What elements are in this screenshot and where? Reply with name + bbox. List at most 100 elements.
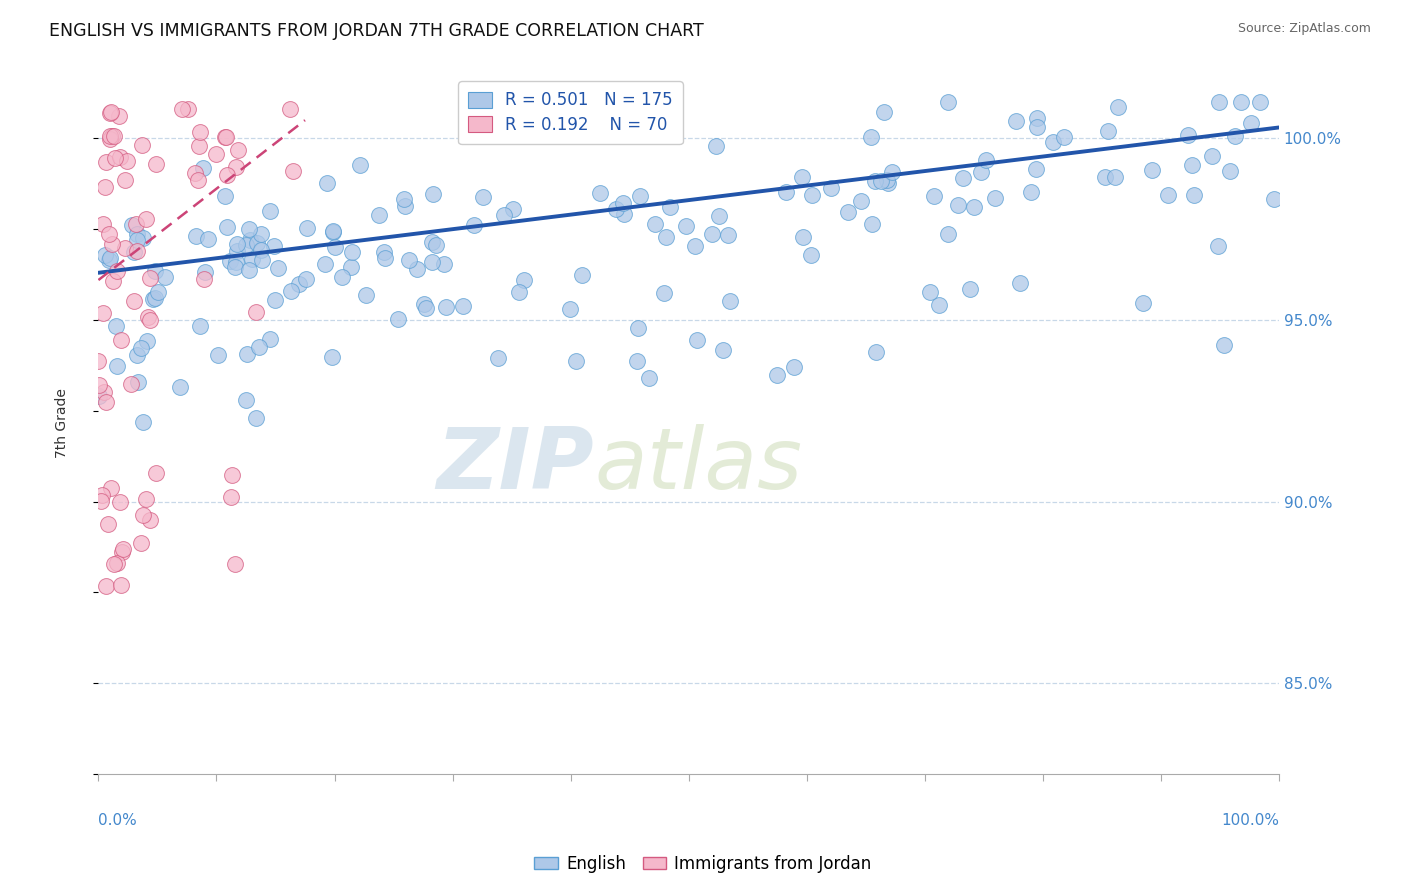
Point (928, 298, 950, 312)
Point (659, 200, 682, 214)
Point (183, 166, 205, 180)
Point (1208, 239, 1230, 253)
Point (266, 261, 288, 276)
Legend: English, Immigrants from Jordan: English, Immigrants from Jordan (527, 848, 879, 880)
Point (865, 344, 887, 359)
Point (263, 238, 285, 252)
Point (238, 222, 260, 236)
Point (882, 165, 904, 179)
Point (245, 304, 267, 318)
Point (1094, 170, 1116, 185)
Point (420, 255, 443, 269)
Point (125, 233, 148, 247)
Point (197, 232, 219, 246)
Point (145, 156, 167, 170)
Point (215, 168, 238, 182)
Point (560, 301, 582, 316)
Point (91, 306, 114, 320)
Point (105, 359, 128, 374)
Point (339, 260, 361, 275)
Point (686, 333, 709, 347)
Point (314, 257, 336, 271)
Point (1025, 120, 1047, 134)
Point (110, 333, 132, 347)
Point (340, 245, 363, 260)
Point (1053, 130, 1076, 145)
Point (143, 291, 166, 305)
Text: Source: ZipAtlas.com: Source: ZipAtlas.com (1237, 22, 1371, 36)
Point (325, 240, 347, 254)
Point (775, 186, 797, 200)
Point (205, 147, 228, 161)
Point (214, 130, 236, 145)
Point (114, 241, 136, 255)
Point (295, 220, 318, 235)
Point (872, 104, 894, 119)
Point (800, 247, 823, 261)
Point (103, 274, 125, 288)
Point (718, 293, 741, 308)
Point (135, 211, 157, 226)
Point (87, 377, 110, 392)
Point (974, 153, 997, 167)
Text: 0.0%: 0.0% (98, 813, 138, 828)
Point (142, 292, 165, 306)
Point (512, 272, 534, 286)
Point (707, 210, 730, 224)
Point (936, 227, 959, 241)
Point (387, 312, 409, 326)
Point (207, 348, 229, 362)
Point (1010, 277, 1032, 291)
Point (472, 190, 495, 204)
Point (938, 95, 960, 109)
Point (100, 105, 122, 120)
Point (131, 231, 153, 245)
Point (121, 377, 143, 392)
Point (920, 285, 942, 300)
Point (259, 203, 281, 218)
Point (105, 556, 128, 570)
Point (228, 143, 250, 157)
Point (131, 415, 153, 429)
Point (354, 288, 377, 302)
Point (238, 263, 260, 277)
Point (94, 395, 117, 409)
Point (90, 488, 112, 502)
Point (434, 300, 457, 314)
Point (236, 347, 259, 361)
Point (136, 334, 159, 348)
Point (114, 173, 136, 187)
Point (398, 252, 420, 267)
Point (125, 227, 148, 241)
Point (214, 130, 236, 145)
Point (153, 270, 176, 285)
Point (860, 129, 883, 144)
Point (122, 293, 145, 308)
Point (108, 494, 131, 508)
Point (571, 268, 593, 282)
Point (93, 180, 115, 194)
Point (627, 321, 650, 335)
Point (239, 233, 262, 247)
Point (193, 272, 215, 286)
Point (105, 318, 128, 333)
Point (451, 299, 474, 313)
Point (1219, 164, 1241, 178)
Point (675, 219, 697, 233)
Text: atlas: atlas (595, 424, 803, 507)
Point (1025, 162, 1047, 177)
Point (1249, 95, 1271, 109)
Point (129, 341, 152, 355)
Point (225, 255, 247, 269)
Point (100, 131, 122, 145)
Point (508, 285, 530, 300)
Point (970, 165, 993, 179)
Point (628, 188, 651, 202)
Point (193, 161, 215, 175)
Point (108, 109, 131, 123)
Point (765, 368, 787, 382)
Point (984, 191, 1007, 205)
Point (281, 163, 304, 178)
Point (1201, 149, 1223, 163)
Point (145, 466, 167, 480)
